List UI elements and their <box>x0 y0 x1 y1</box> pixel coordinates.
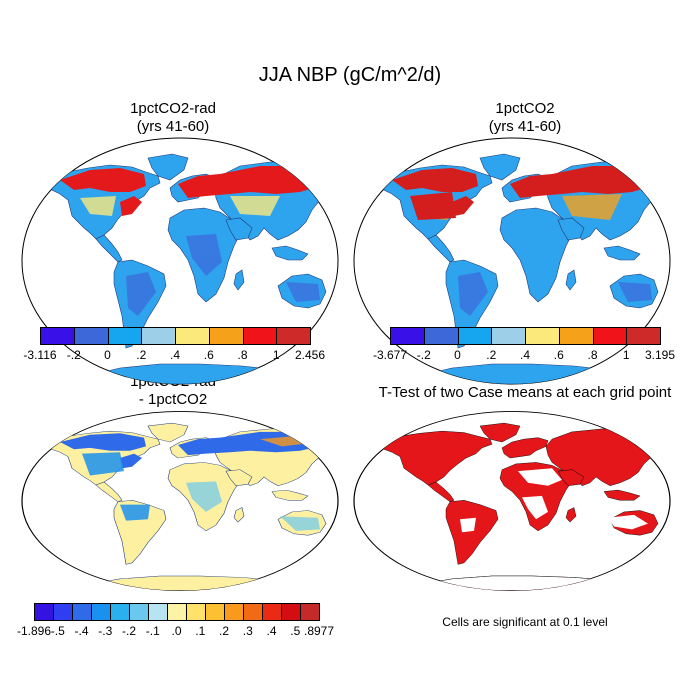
cb1-swatch <box>175 327 210 345</box>
cb3-swatch <box>110 603 130 621</box>
cb1-tick-label: 1 <box>272 348 280 362</box>
panel-1-title-line2: (yrs 41-60) <box>136 118 210 135</box>
colorbar-3: -1.896 -.5 -.4 -.3 -.2 -.1 .0 .1 .2 .3 .4 .5.8977 <box>17 603 334 639</box>
cb1-tick-label: 0 <box>104 348 111 362</box>
map-2-east-us-region <box>410 192 456 220</box>
cb2-tick-label: -.2 <box>416 348 431 362</box>
cb1-tick-label: .6 <box>203 348 214 362</box>
cb2-swatch <box>626 327 661 345</box>
cb3-swatch <box>281 603 301 621</box>
panel-2-title: 1pctCO2 (yrs 41-60) <box>440 100 610 136</box>
cb1-tick-label: .4 <box>169 348 181 362</box>
cb3-tick-label: -.3 <box>98 624 113 638</box>
panel-3-title-line2: - 1pctCO2 <box>138 391 208 408</box>
map-1-mid-regions <box>80 196 280 216</box>
cb1-tick-label: 2.456 <box>294 348 326 362</box>
map-1pctco2-rad <box>21 137 339 385</box>
panel-2-title-line1: 1pctCO2 <box>495 100 555 117</box>
cb3-swatch <box>129 603 149 621</box>
cb2-swatch <box>491 327 526 345</box>
cb2-tick-label: .4 <box>519 348 531 362</box>
cb3-swatch <box>91 603 111 621</box>
main-title: JJA NBP (gC/m^2/d) <box>258 64 442 86</box>
cb3-tick-label: .4 <box>266 624 277 638</box>
cb2-swatch <box>558 327 594 345</box>
cb3-tick-label: .1 <box>195 624 206 638</box>
cb2-tick-label: 0 <box>454 348 461 362</box>
cb3-swatch <box>148 603 168 621</box>
cb3-swatch <box>243 603 263 621</box>
map-ttest <box>353 411 671 591</box>
cb2-swatch <box>423 327 459 345</box>
cb1-tick-label: -.2 <box>66 348 81 362</box>
cb3-swatch <box>224 603 244 621</box>
panel-2-title-line2: (yrs 41-60) <box>488 118 562 135</box>
cb2-tick-label: 3.195 <box>644 348 676 362</box>
cb1-swatch <box>276 327 311 345</box>
cb1-swatch <box>40 327 75 345</box>
cb1-swatch <box>208 327 244 345</box>
cb1-swatch <box>242 327 278 345</box>
map-3-neg-secondary <box>82 452 150 521</box>
panel-4-title-line1: T-Test of two Case means at each grid po… <box>378 384 672 401</box>
cb3-tick-label: .2 <box>218 624 230 638</box>
cb3-tick-label: -.1 <box>145 624 160 638</box>
cb3-swatch <box>53 603 73 621</box>
cb3-tick-label: -.2 <box>121 624 137 638</box>
cb1-tick-label: .8 <box>237 348 248 362</box>
cb2-swatch <box>525 327 560 345</box>
cb3-tick-label: .5 <box>290 624 301 638</box>
cb3-tick-label: .0 <box>171 624 182 638</box>
cb3-swatch <box>167 603 187 621</box>
colorbar-1: -3.116 -.2 0 .2 .4 .6 .8 1 2.456 <box>23 327 325 363</box>
panel-1-title: 1pctCO2-rad (yrs 41-60) <box>88 100 258 136</box>
cb2-swatch <box>457 327 493 345</box>
map-1pctco2 <box>353 137 671 385</box>
cb3-swatch <box>72 603 92 621</box>
cb1-tick-label: -3.116 <box>23 348 57 362</box>
cb2-swatch <box>390 327 425 345</box>
cb3-swatch <box>205 603 225 621</box>
cb1-swatch <box>107 327 143 345</box>
map-1-low-regions <box>126 234 320 316</box>
cb3-swatch <box>186 603 206 621</box>
cb1-tick-label: .2 <box>136 348 147 362</box>
cb2-tick-label: .2 <box>486 348 497 362</box>
cb3-tick-label: .8977 <box>303 624 335 638</box>
cb2-swatch <box>592 327 628 345</box>
cb3-swatch <box>300 603 320 621</box>
cb2-tick-label: 1 <box>622 348 630 362</box>
cb3-tick-label: -.5 <box>50 624 65 638</box>
cb2-tick-label: .8 <box>587 348 598 362</box>
significance-note: Cells are significant at 0.1 level <box>442 615 608 629</box>
cb1-swatch <box>73 327 109 345</box>
map-3-neg-minor <box>186 481 320 531</box>
panel-1-title-line1: 1pctCO2-rad <box>130 100 216 117</box>
cb2-tick-label: .6 <box>553 348 564 362</box>
cb3-tick-label: .3 <box>242 624 253 638</box>
cb3-swatch <box>34 603 54 621</box>
cb3-tick-label: -1.896 <box>16 624 52 638</box>
cb1-swatch <box>141 327 176 345</box>
cb2-tick-label: -3.677 <box>372 348 408 362</box>
panel-4-title: T-Test of two Case means at each grid po… <box>352 384 698 402</box>
cb3-swatch <box>262 603 282 621</box>
colorbar-2: -3.677 -.2 0 .2 .4 .6 .8 1 3.195 <box>373 327 675 363</box>
map-difference <box>21 411 339 591</box>
cb3-tick-label: -.4 <box>74 624 89 638</box>
map-2-low-regions <box>458 272 652 316</box>
